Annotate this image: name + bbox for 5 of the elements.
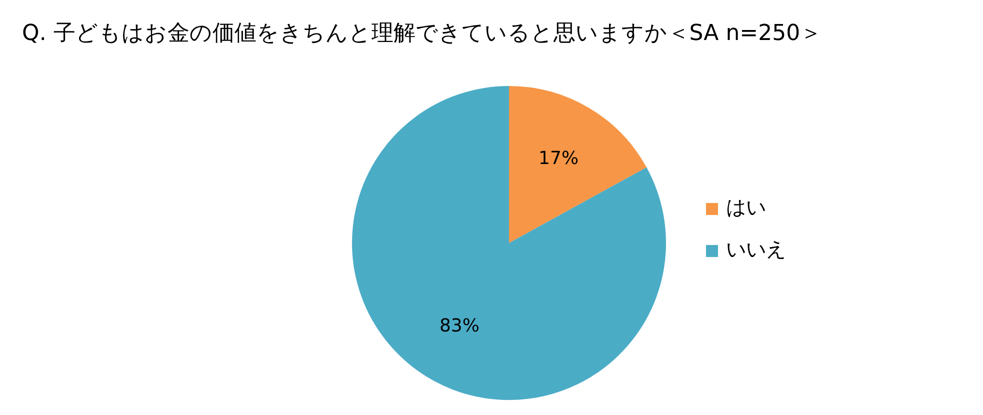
legend-label: はい (726, 195, 766, 220)
data-label: 17% (538, 148, 579, 169)
legend-label: いいえ (726, 237, 786, 262)
chart-title: Q. 子どもはお金の価値をきちんと理解できていると思いますか＜SA n=250＞ (21, 20, 824, 48)
data-label: 83% (439, 315, 480, 336)
